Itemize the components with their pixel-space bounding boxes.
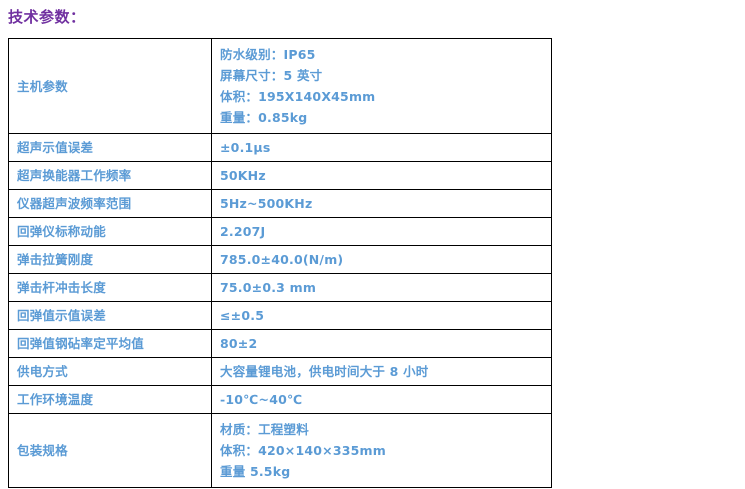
parameter-value-lines: 80±2 [220, 333, 551, 354]
parameter-value-lines: 5Hz~500KHz [220, 193, 551, 214]
table-row: 包装规格 材质：工程塑料体积：420×140×335mm 重量 5.5kg [8, 413, 552, 488]
parameter-value-line: 体积：420×140×335mm [220, 443, 386, 458]
parameter-value-cell: 2.207J [211, 217, 552, 246]
parameter-value-line: 75.0±0.3 mm [220, 280, 317, 295]
table-row: 仪器超声波频率范围 5Hz~500KHz [8, 189, 552, 218]
parameter-name-cell: 工作环境温度 [8, 385, 212, 414]
parameter-value-cell: 大容量锂电池，供电时间大于 8 小时 [211, 357, 552, 386]
table-row: 回弹仪标称动能 2.207J [8, 217, 552, 246]
table-row: 回弹值钢砧率定平均值 80±2 [8, 329, 552, 358]
parameter-value-lines: 75.0±0.3 mm [220, 277, 551, 298]
parameter-value-line: 785.0±40.0(N/m) [220, 252, 344, 267]
parameter-value-line: 5Hz~500KHz [220, 196, 313, 211]
parameter-value-line: 重量：0.85kg [220, 110, 308, 125]
parameter-value-cell: ≤±0.5 [211, 301, 552, 330]
parameter-value-line: -10℃~40℃ [220, 392, 303, 407]
parameter-value-lines: ±0.1μs [220, 137, 551, 158]
parameter-value-lines: -10℃~40℃ [220, 389, 551, 410]
parameter-value-line: 屏幕尺寸：5 英寸 [220, 68, 323, 83]
parameter-name-cell: 供电方式 [8, 357, 212, 386]
parameter-value-line: 重量 5.5kg [220, 464, 291, 479]
parameter-value-cell: -10℃~40℃ [211, 385, 552, 414]
parameter-value-cell: 80±2 [211, 329, 552, 358]
parameter-value-line: 体积：195X140X45mm [220, 89, 376, 104]
parameter-value-line: 80±2 [220, 336, 258, 351]
parameter-value-line: ±0.1μs [220, 140, 271, 155]
parameter-value-cell: 75.0±0.3 mm [211, 273, 552, 302]
parameter-value-cell: ±0.1μs [211, 133, 552, 162]
table-row: 主机参数 防水级别：IP65 屏幕尺寸：5 英寸体积：195X140X45mm 重量：… [8, 38, 552, 134]
parameter-name-cell: 回弹值示值误差 [8, 301, 212, 330]
parameter-value-lines: 防水级别：IP65 屏幕尺寸：5 英寸体积：195X140X45mm 重量：0.85… [220, 44, 551, 128]
parameter-value-cell: 防水级别：IP65 屏幕尺寸：5 英寸体积：195X140X45mm 重量：0.85… [211, 38, 552, 134]
parameter-name-cell: 弹击拉簧刚度 [8, 245, 212, 274]
parameter-value-cell: 785.0±40.0(N/m) [211, 245, 552, 274]
parameter-name-cell: 仪器超声波频率范围 [8, 189, 212, 218]
parameter-value-line: 50KHz [220, 168, 266, 183]
parameter-value-line: ≤±0.5 [220, 308, 265, 323]
table-row: 弹击杆冲击长度 75.0±0.3 mm [8, 273, 552, 302]
parameter-value-cell: 5Hz~500KHz [211, 189, 552, 218]
parameter-value-lines: 大容量锂电池，供电时间大于 8 小时 [220, 361, 551, 382]
table-row: 超声换能器工作频率 50KHz [8, 161, 552, 190]
table-row: 回弹值示值误差 ≤±0.5 [8, 301, 552, 330]
parameter-name-cell: 超声换能器工作频率 [8, 161, 212, 190]
parameter-value-line: 防水级别：IP65 [220, 47, 316, 62]
parameter-value-cell: 材质：工程塑料体积：420×140×335mm 重量 5.5kg [211, 413, 552, 488]
parameter-value-lines: 785.0±40.0(N/m) [220, 249, 551, 270]
parameter-name-cell: 包装规格 [8, 413, 212, 488]
parameter-value-lines: 2.207J [220, 221, 551, 242]
parameter-name-cell: 回弹值钢砧率定平均值 [8, 329, 212, 358]
parameter-value-lines: 50KHz [220, 165, 551, 186]
parameter-value-line: 材质：工程塑料 [220, 422, 309, 437]
parameter-name-cell: 超声示值误差 [8, 133, 212, 162]
table-row: 工作环境温度 -10℃~40℃ [8, 385, 552, 414]
table-row: 弹击拉簧刚度 785.0±40.0(N/m) [8, 245, 552, 274]
table-row: 供电方式 大容量锂电池，供电时间大于 8 小时 [8, 357, 552, 386]
spec-table-body: 主机参数 防水级别：IP65 屏幕尺寸：5 英寸体积：195X140X45mm 重量：… [8, 38, 552, 488]
parameter-value-line: 大容量锂电池，供电时间大于 8 小时 [220, 364, 429, 379]
parameter-name-cell: 回弹仪标称动能 [8, 217, 212, 246]
parameter-value-lines: ≤±0.5 [220, 305, 551, 326]
parameter-name-cell: 主机参数 [8, 38, 212, 134]
technical-specifications-table: 主机参数 防水级别：IP65 屏幕尺寸：5 英寸体积：195X140X45mm 重量：… [8, 38, 552, 488]
parameter-value-line: 2.207J [220, 224, 266, 239]
spec-table-container: 主机参数 防水级别：IP65 屏幕尺寸：5 英寸体积：195X140X45mm 重量：… [8, 38, 552, 488]
parameter-value-lines: 材质：工程塑料体积：420×140×335mm 重量 5.5kg [220, 419, 551, 482]
parameter-name-cell: 弹击杆冲击长度 [8, 273, 212, 302]
table-row: 超声示值误差 ±0.1μs [8, 133, 552, 162]
parameter-value-cell: 50KHz [211, 161, 552, 190]
page-title: 技术参数： [8, 8, 86, 26]
